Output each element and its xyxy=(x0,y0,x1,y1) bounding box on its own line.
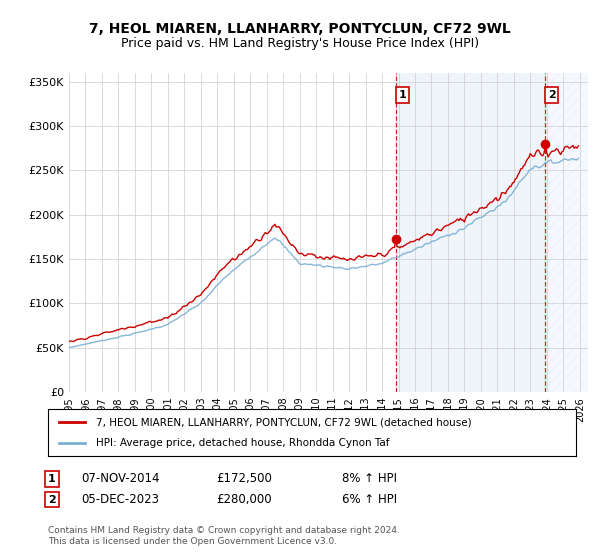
Bar xyxy=(396,73,545,392)
Text: 1: 1 xyxy=(398,90,406,100)
Bar xyxy=(545,73,600,392)
Text: £172,500: £172,500 xyxy=(216,472,272,486)
Text: £280,000: £280,000 xyxy=(216,493,272,506)
Text: 05-DEC-2023: 05-DEC-2023 xyxy=(81,493,159,506)
Text: 2: 2 xyxy=(48,494,56,505)
Text: 7, HEOL MIAREN, LLANHARRY, PONTYCLUN, CF72 9WL: 7, HEOL MIAREN, LLANHARRY, PONTYCLUN, CF… xyxy=(89,22,511,36)
Text: HPI: Average price, detached house, Rhondda Cynon Taf: HPI: Average price, detached house, Rhon… xyxy=(95,438,389,448)
Bar xyxy=(545,73,600,392)
Text: 7, HEOL MIAREN, LLANHARRY, PONTYCLUN, CF72 9WL (detached house): 7, HEOL MIAREN, LLANHARRY, PONTYCLUN, CF… xyxy=(95,417,471,427)
Text: Price paid vs. HM Land Registry's House Price Index (HPI): Price paid vs. HM Land Registry's House … xyxy=(121,38,479,50)
Text: 8% ↑ HPI: 8% ↑ HPI xyxy=(342,472,397,486)
Text: 07-NOV-2014: 07-NOV-2014 xyxy=(81,472,160,486)
Text: 1: 1 xyxy=(48,474,56,484)
Text: Contains HM Land Registry data © Crown copyright and database right 2024.
This d: Contains HM Land Registry data © Crown c… xyxy=(48,526,400,546)
Text: 2: 2 xyxy=(548,90,556,100)
Text: 6% ↑ HPI: 6% ↑ HPI xyxy=(342,493,397,506)
